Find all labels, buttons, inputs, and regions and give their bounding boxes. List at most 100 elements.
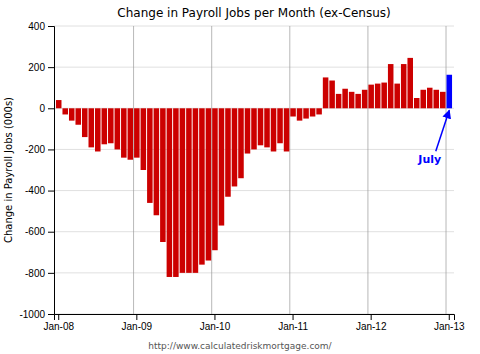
bar [154, 108, 160, 215]
y-tick: -1000 [19, 309, 54, 320]
x-tick-mark [136, 314, 137, 320]
y-tick-label: -1000 [19, 309, 45, 320]
x-tick-label: Jan-13 [434, 321, 465, 332]
bar [394, 84, 400, 109]
x-tick: Jan-10 [200, 314, 231, 332]
bar [173, 108, 179, 277]
bar [88, 108, 94, 147]
y-tick-mark [48, 191, 54, 192]
bar [271, 108, 277, 151]
bar [433, 90, 439, 109]
bar [427, 88, 433, 109]
year-separator [133, 26, 134, 314]
bar [180, 108, 186, 273]
grid-line [54, 26, 454, 27]
y-tick: -200 [25, 144, 54, 155]
bar [368, 85, 374, 109]
bar [225, 108, 231, 196]
bar [160, 108, 166, 242]
bar [238, 108, 244, 178]
bar [381, 83, 387, 109]
x-tick-label: Jan-08 [43, 321, 74, 332]
bar [62, 108, 68, 114]
bar [108, 108, 114, 143]
bar [102, 108, 108, 144]
bar [440, 92, 446, 108]
y-tick-label: -200 [25, 144, 45, 155]
y-tick: 400 [28, 21, 54, 32]
chart: -1000 -800 -600 -400 -200 0 200 400 Jan-08 Jan-09… [0, 0, 480, 354]
grid-line [54, 231, 454, 232]
bar [316, 108, 322, 114]
plot: -1000 -800 -600 -400 -200 0 200 400 Jan-08 Jan-09… [19, 21, 465, 332]
y-tick-mark [48, 273, 54, 274]
bar [342, 89, 348, 109]
bar [75, 108, 81, 124]
x-tick-label: Jan-09 [122, 321, 153, 332]
bar [284, 108, 290, 151]
bar [245, 108, 251, 153]
grid-line [54, 190, 454, 191]
x-tick-mark [58, 314, 59, 320]
y-tick-label: -800 [25, 268, 45, 279]
y-tick-label: 0 [39, 103, 45, 114]
bar [128, 108, 134, 159]
y-tick-mark [48, 108, 54, 109]
bar [447, 75, 453, 109]
bar [407, 58, 413, 108]
bar [264, 108, 270, 147]
grid-line [54, 272, 454, 273]
bar [95, 108, 101, 151]
x-tick: Jan-12 [356, 314, 387, 332]
grid-line [54, 67, 454, 68]
bar [219, 108, 225, 225]
x-tick-label: Jan-10 [200, 321, 231, 332]
bar [349, 92, 355, 108]
bar [121, 108, 127, 157]
bar [206, 108, 212, 260]
y-tick: -800 [25, 268, 54, 279]
x-tick: Jan-09 [122, 314, 153, 332]
y-tick-mark [48, 149, 54, 150]
x-axis-line [55, 315, 455, 321]
y-tick-label: -400 [25, 185, 45, 196]
bar [56, 100, 62, 108]
y-tick: 200 [28, 62, 54, 73]
bar [186, 108, 192, 273]
y-tick-mark [48, 314, 54, 315]
bar [388, 64, 394, 108]
bar [362, 90, 368, 109]
y-axis: -1000 -800 -600 -400 -200 0 200 400 [19, 21, 54, 320]
bar [336, 94, 342, 108]
annotation-arrow [436, 110, 450, 151]
y-tick-mark [48, 232, 54, 233]
year-separator [289, 26, 290, 314]
grid [54, 26, 454, 314]
y-tick: 0 [39, 103, 54, 114]
x-tick-label: Jan-12 [356, 321, 387, 332]
bar [401, 64, 407, 108]
bar [297, 108, 303, 120]
x-tick-label: Jan-11 [278, 321, 308, 332]
bar [310, 108, 316, 116]
y-axis-line [48, 27, 55, 315]
y-tick-mark [48, 26, 54, 27]
y-tick-label: 200 [28, 62, 45, 73]
bar [277, 108, 283, 143]
bar [167, 108, 173, 277]
y-tick: -600 [25, 226, 54, 237]
bar [303, 108, 309, 118]
bar [134, 108, 140, 157]
bar [115, 108, 121, 149]
x-tick-mark [371, 314, 372, 320]
x-tick-mark [214, 314, 215, 320]
bar [329, 81, 335, 109]
bar [232, 108, 238, 186]
y-tick-mark [48, 67, 54, 68]
bar [141, 108, 147, 170]
bar [69, 108, 75, 120]
bar [199, 108, 205, 264]
bar [147, 108, 153, 203]
year-separator [211, 26, 212, 314]
bar [193, 108, 199, 273]
